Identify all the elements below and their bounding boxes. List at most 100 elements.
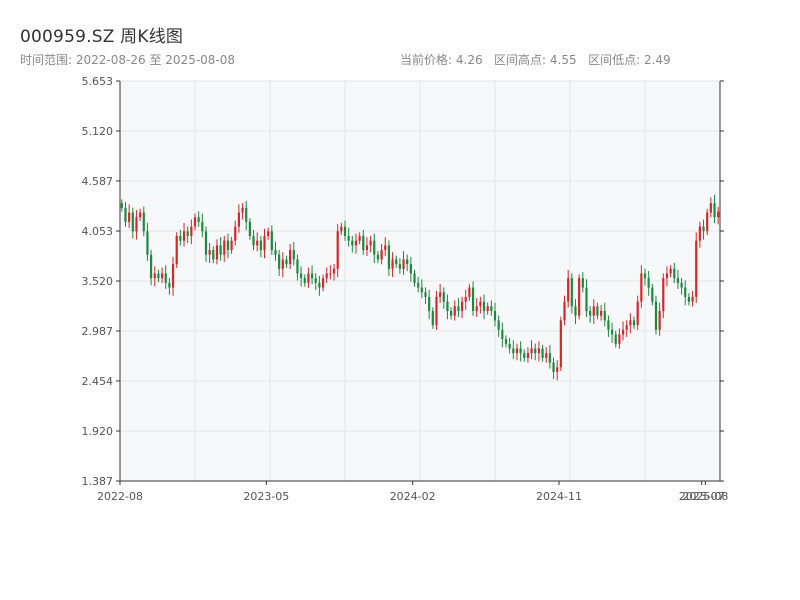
candle-body bbox=[567, 278, 570, 302]
candle-body bbox=[223, 240, 226, 255]
candle-body bbox=[300, 273, 303, 279]
candle bbox=[171, 256, 175, 296]
candle-body bbox=[332, 268, 336, 274]
candle-body bbox=[179, 235, 182, 241]
candle bbox=[325, 267, 328, 284]
candle-body bbox=[285, 259, 288, 265]
candle-body bbox=[442, 292, 445, 302]
candle bbox=[636, 295, 639, 330]
candle-body bbox=[387, 245, 390, 269]
candlestick-series bbox=[120, 194, 720, 381]
candle bbox=[424, 287, 427, 305]
candle bbox=[713, 194, 716, 224]
candle bbox=[417, 276, 420, 293]
candle-body bbox=[475, 306, 478, 312]
candle-body bbox=[585, 287, 588, 312]
candle-body bbox=[413, 273, 416, 283]
current-price-label: 当前价格: bbox=[400, 53, 453, 67]
candle-body bbox=[391, 259, 394, 269]
candle bbox=[431, 307, 434, 329]
candle bbox=[241, 202, 244, 220]
candle-body bbox=[226, 240, 230, 251]
candle bbox=[369, 235, 372, 253]
x-tick-label: 2025-08 bbox=[682, 490, 728, 503]
candle bbox=[204, 226, 208, 262]
candle bbox=[592, 299, 595, 324]
candle bbox=[307, 267, 310, 288]
candle bbox=[552, 357, 555, 380]
candle-body bbox=[490, 306, 493, 312]
candle-body bbox=[618, 334, 621, 344]
candle bbox=[245, 200, 248, 231]
candle-body bbox=[610, 329, 614, 335]
candle-body bbox=[702, 226, 705, 232]
candle-body bbox=[365, 245, 369, 251]
candle bbox=[128, 204, 131, 228]
candle bbox=[409, 256, 412, 282]
candle bbox=[190, 219, 193, 245]
candle-body bbox=[424, 292, 427, 297]
candle-body bbox=[402, 259, 405, 269]
candle-body bbox=[182, 231, 186, 241]
candle bbox=[182, 223, 186, 247]
candle-body bbox=[457, 306, 460, 312]
candle-body bbox=[420, 287, 423, 293]
candle bbox=[314, 273, 317, 291]
candle-body bbox=[428, 296, 431, 312]
candle bbox=[526, 347, 530, 363]
candle-body bbox=[321, 278, 325, 288]
candle-body bbox=[552, 362, 555, 372]
candle bbox=[717, 206, 720, 225]
candle-body bbox=[417, 282, 420, 288]
y-tick-label: 3.520 bbox=[82, 275, 114, 288]
candle-body bbox=[497, 320, 500, 330]
x-tick-label: 2024-02 bbox=[390, 490, 436, 503]
candle bbox=[450, 307, 453, 320]
candle-body bbox=[252, 235, 255, 246]
candle bbox=[453, 300, 456, 321]
candle bbox=[585, 279, 588, 318]
candle-body bbox=[164, 273, 167, 283]
candle-body bbox=[589, 311, 592, 316]
candle-body bbox=[124, 207, 127, 222]
candle-body bbox=[241, 207, 244, 213]
candle-body bbox=[307, 273, 310, 283]
candle-body bbox=[600, 311, 603, 316]
candle bbox=[336, 224, 339, 278]
date-range-separator: 至 bbox=[149, 53, 162, 67]
candle-body bbox=[343, 226, 347, 236]
candle-body bbox=[706, 212, 709, 232]
candle-body bbox=[303, 278, 306, 283]
candle-body bbox=[318, 282, 321, 288]
candle-body bbox=[519, 348, 522, 354]
candle-body bbox=[362, 235, 365, 251]
candle bbox=[651, 283, 654, 306]
candle bbox=[376, 250, 380, 264]
candle bbox=[124, 201, 127, 227]
candle bbox=[358, 232, 361, 245]
candle-body bbox=[197, 217, 200, 222]
candle bbox=[519, 341, 522, 362]
candle bbox=[504, 335, 508, 348]
price-summary: 当前价格: 4.26 区间高点: 4.55 区间低点: 2.49 bbox=[400, 51, 671, 68]
candle-body bbox=[409, 264, 412, 274]
candle-body bbox=[314, 278, 317, 283]
candle-body bbox=[570, 278, 573, 307]
candle-body bbox=[248, 221, 251, 236]
candle bbox=[468, 283, 471, 301]
candle bbox=[340, 222, 343, 236]
candle bbox=[435, 290, 438, 330]
candle bbox=[157, 269, 160, 282]
candle-body bbox=[450, 311, 453, 316]
date-range-text: 时间范围: 2022-08-26 至 2025-08-08 bbox=[20, 51, 235, 68]
candle bbox=[252, 229, 255, 251]
candle bbox=[559, 316, 562, 372]
candle-body bbox=[460, 301, 464, 312]
candle-body bbox=[592, 306, 595, 316]
candle bbox=[556, 360, 559, 381]
candle-body bbox=[636, 301, 639, 326]
candle bbox=[537, 341, 540, 362]
candle-body bbox=[157, 273, 160, 279]
candle-body bbox=[439, 292, 442, 297]
candle bbox=[318, 275, 321, 296]
